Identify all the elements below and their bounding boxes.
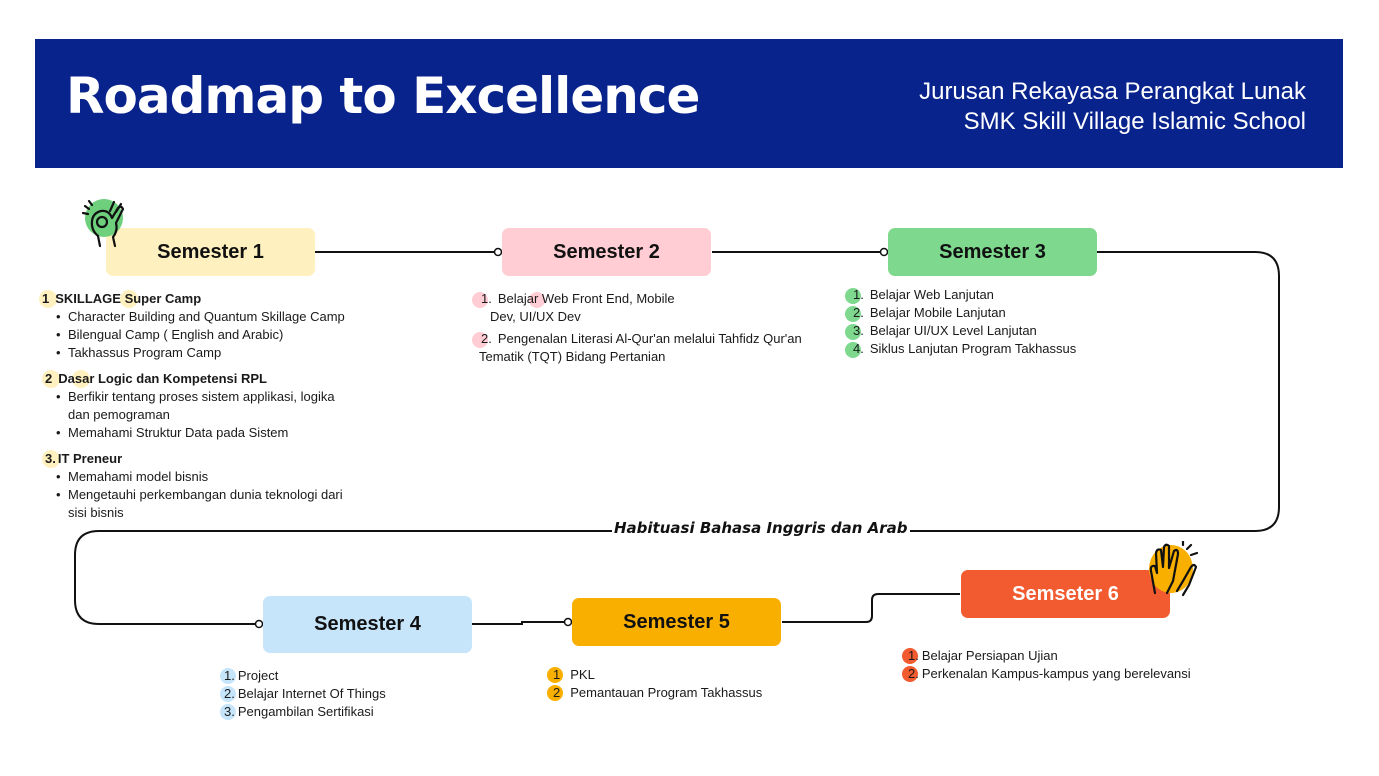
semester-4-box: Semester 4 (263, 596, 472, 653)
node-dot (493, 247, 503, 257)
ok-hand-icon (81, 199, 125, 248)
semester-5-details: 1 PKL 2 Pemantauan Program Takhassus (547, 666, 762, 702)
bullet-item: Bilengual Camp ( English and Arabic) (42, 326, 345, 344)
item-text: PKL (570, 667, 595, 682)
item-text: Pemantauan Program Takhassus (570, 685, 763, 700)
item-text: Project (237, 668, 279, 683)
semester-5-box: Semester 5 (572, 598, 781, 646)
sem5-item: 1 PKL (547, 666, 762, 684)
item-number: 3. (224, 704, 235, 719)
sem4-item: 3. Pengambilan Sertifikasi (220, 703, 386, 721)
subtitle-line-2: SMK Skill Village Islamic School (963, 108, 1306, 135)
item-number: 1. (908, 648, 919, 663)
semester-4-details: 1. Project 2. Belajar Internet Of Things 3… (220, 667, 386, 721)
sem6-item: 1. Belajar Persiapan Ujian (902, 647, 1191, 665)
sem2-item-1: 1. Belajar Web Front End, Mobile (472, 290, 802, 308)
sem4-item: 2. Belajar Internet Of Things (220, 685, 386, 703)
sem1-section-2: 2 Dasar Logic dan Kompetensi RPL (42, 370, 345, 388)
bullet-continuation: sisi bisnis (68, 505, 124, 520)
semester-6-box: Semseter 6 (961, 570, 1170, 618)
bullet-item: Memahami Struktur Data pada Sistem (42, 424, 345, 442)
item-text: Belajar Web Lanjutan (869, 287, 994, 302)
semester-2-details: 1. Belajar Web Front End, Mobile Dev, UI/… (472, 290, 802, 366)
section-number: 2 (45, 371, 53, 386)
sem5-item: 2 Pemantauan Program Takhassus (547, 684, 762, 702)
section-number: 3. (45, 451, 56, 466)
sem3-item: 1. Belajar Web Lanjutan (845, 286, 1076, 304)
semester-6-details: 1. Belajar Persiapan Ujian 2. Perkenalan K… (902, 647, 1191, 683)
item-continuation: Tematik (TQT) Bidang Pertanian (479, 349, 666, 364)
section-title: IT Preneur (57, 451, 123, 466)
bullet-item: Memahami model bisnis (42, 468, 345, 486)
item-number: 2. (224, 686, 235, 701)
semester-2-box: Semester 2 (502, 228, 711, 276)
item-number: 4. (853, 341, 864, 356)
item-text: Belajar Internet Of Things (237, 686, 386, 701)
bullet-item: Takhassus Program Camp (42, 344, 345, 362)
sem3-item: 4. Siklus Lanjutan Program Takhassus (845, 340, 1076, 358)
item-text: Belajar Persiapan Ujian (921, 648, 1058, 663)
item-number: 1 (553, 667, 561, 682)
bullet-continuation: dan pemograman (68, 407, 170, 422)
semester-3-box: Semester 3 (888, 228, 1097, 276)
bullet-item: Character Building and Quantum Skillage … (42, 308, 345, 326)
sem1-section-3: 3. IT Preneur (42, 450, 345, 468)
item-number: 1. (481, 291, 492, 306)
node-dot (254, 619, 264, 629)
item-number: 1. (224, 668, 235, 683)
page-title: Roadmap to Excellence (66, 67, 700, 125)
node-dot (563, 617, 573, 627)
sem1-section-1: 1 SKILLAGE Super Camp (39, 290, 345, 308)
bullet-item: Mengetauhi perkembangan dunia teknologi … (42, 486, 345, 504)
high-five-icon (1149, 541, 1199, 597)
item-text: Belajar UI/UX Level Lanjutan (869, 323, 1037, 338)
item-text: Pengambilan Sertifikasi (237, 704, 374, 719)
habituation-label: Habituasi Bahasa Inggris dan Arab (612, 519, 910, 537)
item-text: Belajar Web Front End, Mobile (497, 291, 675, 306)
semester-1-box: Semester 1 (106, 228, 315, 276)
section-title: SKILLAGE Super Camp (55, 291, 202, 306)
sem3-item: 2. Belajar Mobile Lanjutan (845, 304, 1076, 322)
item-text: Siklus Lanjutan Program Takhassus (869, 341, 1077, 356)
connector-5-6 (782, 593, 960, 623)
sem3-item: 3. Belajar UI/UX Level Lanjutan (845, 322, 1076, 340)
item-number: 1. (853, 287, 864, 302)
section-title: Dasar Logic dan Kompetensi RPL (58, 371, 267, 386)
connector-4-5 (472, 621, 568, 625)
semester-1-details: 1 SKILLAGE Super Camp Character Building … (39, 290, 345, 522)
item-number: 2. (853, 305, 864, 320)
sem6-item: 2. Perkenalan Kampus-kampus yang bereleva… (902, 665, 1191, 683)
sem4-item: 1. Project (220, 667, 386, 685)
item-number: 2. (908, 666, 919, 681)
subtitle-line-1: Jurusan Rekayasa Perangkat Lunak (919, 78, 1306, 105)
semester-3-details: 1. Belajar Web Lanjutan 2. Belajar Mobile … (845, 286, 1076, 358)
bullet-item: Berfikir tentang proses sistem applikasi… (42, 388, 345, 406)
item-continuation: Dev, UI/UX Dev (490, 309, 581, 324)
sem2-item-2: 2. Pengenalan Literasi Al-Qur'an melalui … (472, 330, 802, 348)
header-banner: Roadmap to Excellence Jurusan Rekayasa P… (35, 39, 1343, 168)
node-dot (879, 247, 889, 257)
page-subtitle: Jurusan Rekayasa Perangkat Lunak SMK Ski… (919, 77, 1306, 137)
section-number: 1 (42, 291, 50, 306)
item-text: Pengenalan Literasi Al-Qur'an melalui Ta… (497, 331, 802, 346)
item-number: 2 (553, 685, 561, 700)
item-text: Belajar Mobile Lanjutan (869, 305, 1006, 320)
item-number: 3. (853, 323, 864, 338)
item-text: Perkenalan Kampus-kampus yang berelevans… (921, 666, 1191, 681)
item-number: 2. (481, 331, 492, 346)
